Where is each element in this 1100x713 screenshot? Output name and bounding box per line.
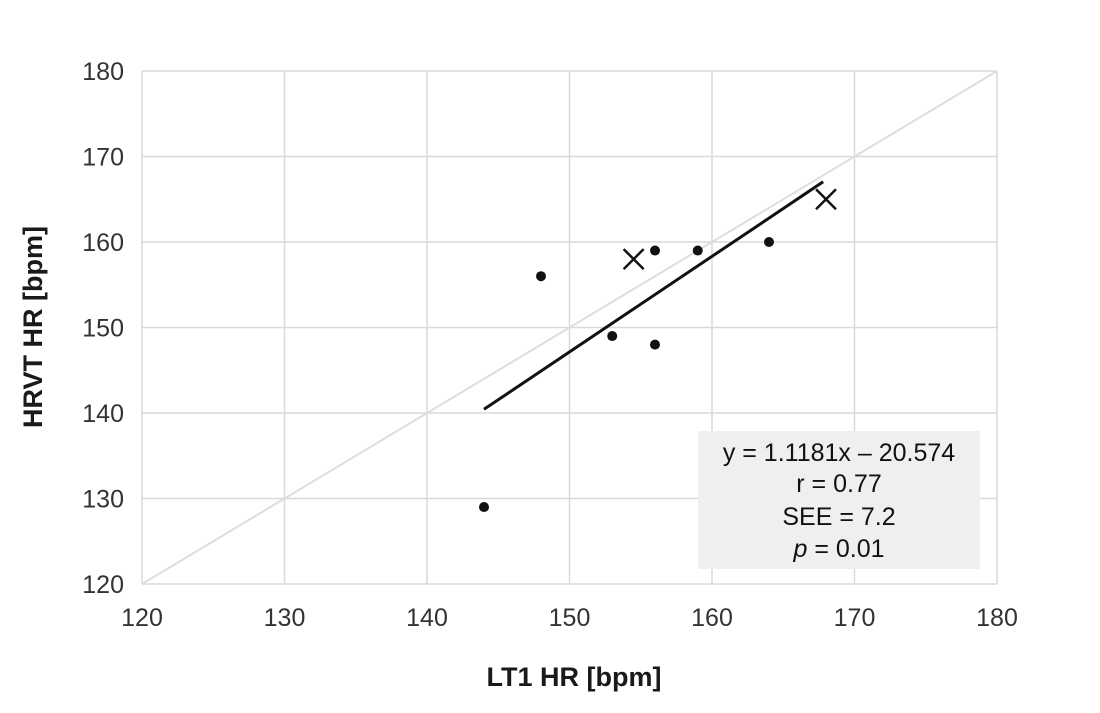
p-value-number: = 0.01 (807, 535, 884, 563)
p-value: p = 0.01 (792, 535, 884, 563)
cross-stroke (622, 248, 645, 270)
y-tick-label: 170 (82, 144, 124, 172)
regression-equation: y = 1.1181x – 20.574 (723, 439, 955, 467)
data-point (607, 331, 618, 342)
x-tick-label: 120 (121, 604, 163, 632)
x-tick-label: 130 (264, 604, 306, 632)
y-axis-title: HRVT HR [bpm] (18, 226, 48, 428)
x-axis-ticks: 120 130 140 150 160 170 180 (121, 604, 1018, 632)
x-tick-label: 160 (691, 604, 733, 632)
data-point (536, 271, 546, 282)
data-point (650, 245, 660, 256)
standard-error: SEE = 7.2 (782, 503, 895, 531)
stats-annotation: y = 1.1181x – 20.574 r = 0.77 SEE = 7.2 … (698, 431, 980, 569)
x-tick-label: 170 (834, 604, 876, 632)
cross-stroke (815, 188, 837, 211)
y-tick-label: 130 (82, 486, 124, 514)
x-tick-label: 140 (406, 604, 448, 632)
data-point (650, 339, 660, 350)
data-points (479, 188, 837, 513)
y-axis-ticks: 120 130 140 150 160 170 180 (82, 58, 124, 599)
x-tick-label: 180 (976, 604, 1018, 632)
stats-box (698, 431, 980, 569)
x-axis-title: LT1 HR [bpm] (487, 662, 662, 692)
y-tick-label: 180 (82, 58, 124, 86)
identity-line (141, 70, 998, 585)
x-tick-label: 150 (549, 604, 591, 632)
data-point (764, 237, 774, 247)
data-point (692, 245, 703, 256)
y-tick-label: 120 (82, 571, 124, 599)
y-tick-label: 150 (82, 315, 124, 343)
y-tick-label: 140 (82, 400, 124, 428)
p-symbol: p (792, 535, 807, 563)
correlation-r: r = 0.77 (796, 470, 881, 498)
data-point (479, 502, 489, 513)
data-point-cross (622, 248, 645, 270)
regression-line (483, 180, 824, 411)
data-point-cross (815, 188, 837, 211)
y-tick-label: 160 (82, 229, 124, 257)
